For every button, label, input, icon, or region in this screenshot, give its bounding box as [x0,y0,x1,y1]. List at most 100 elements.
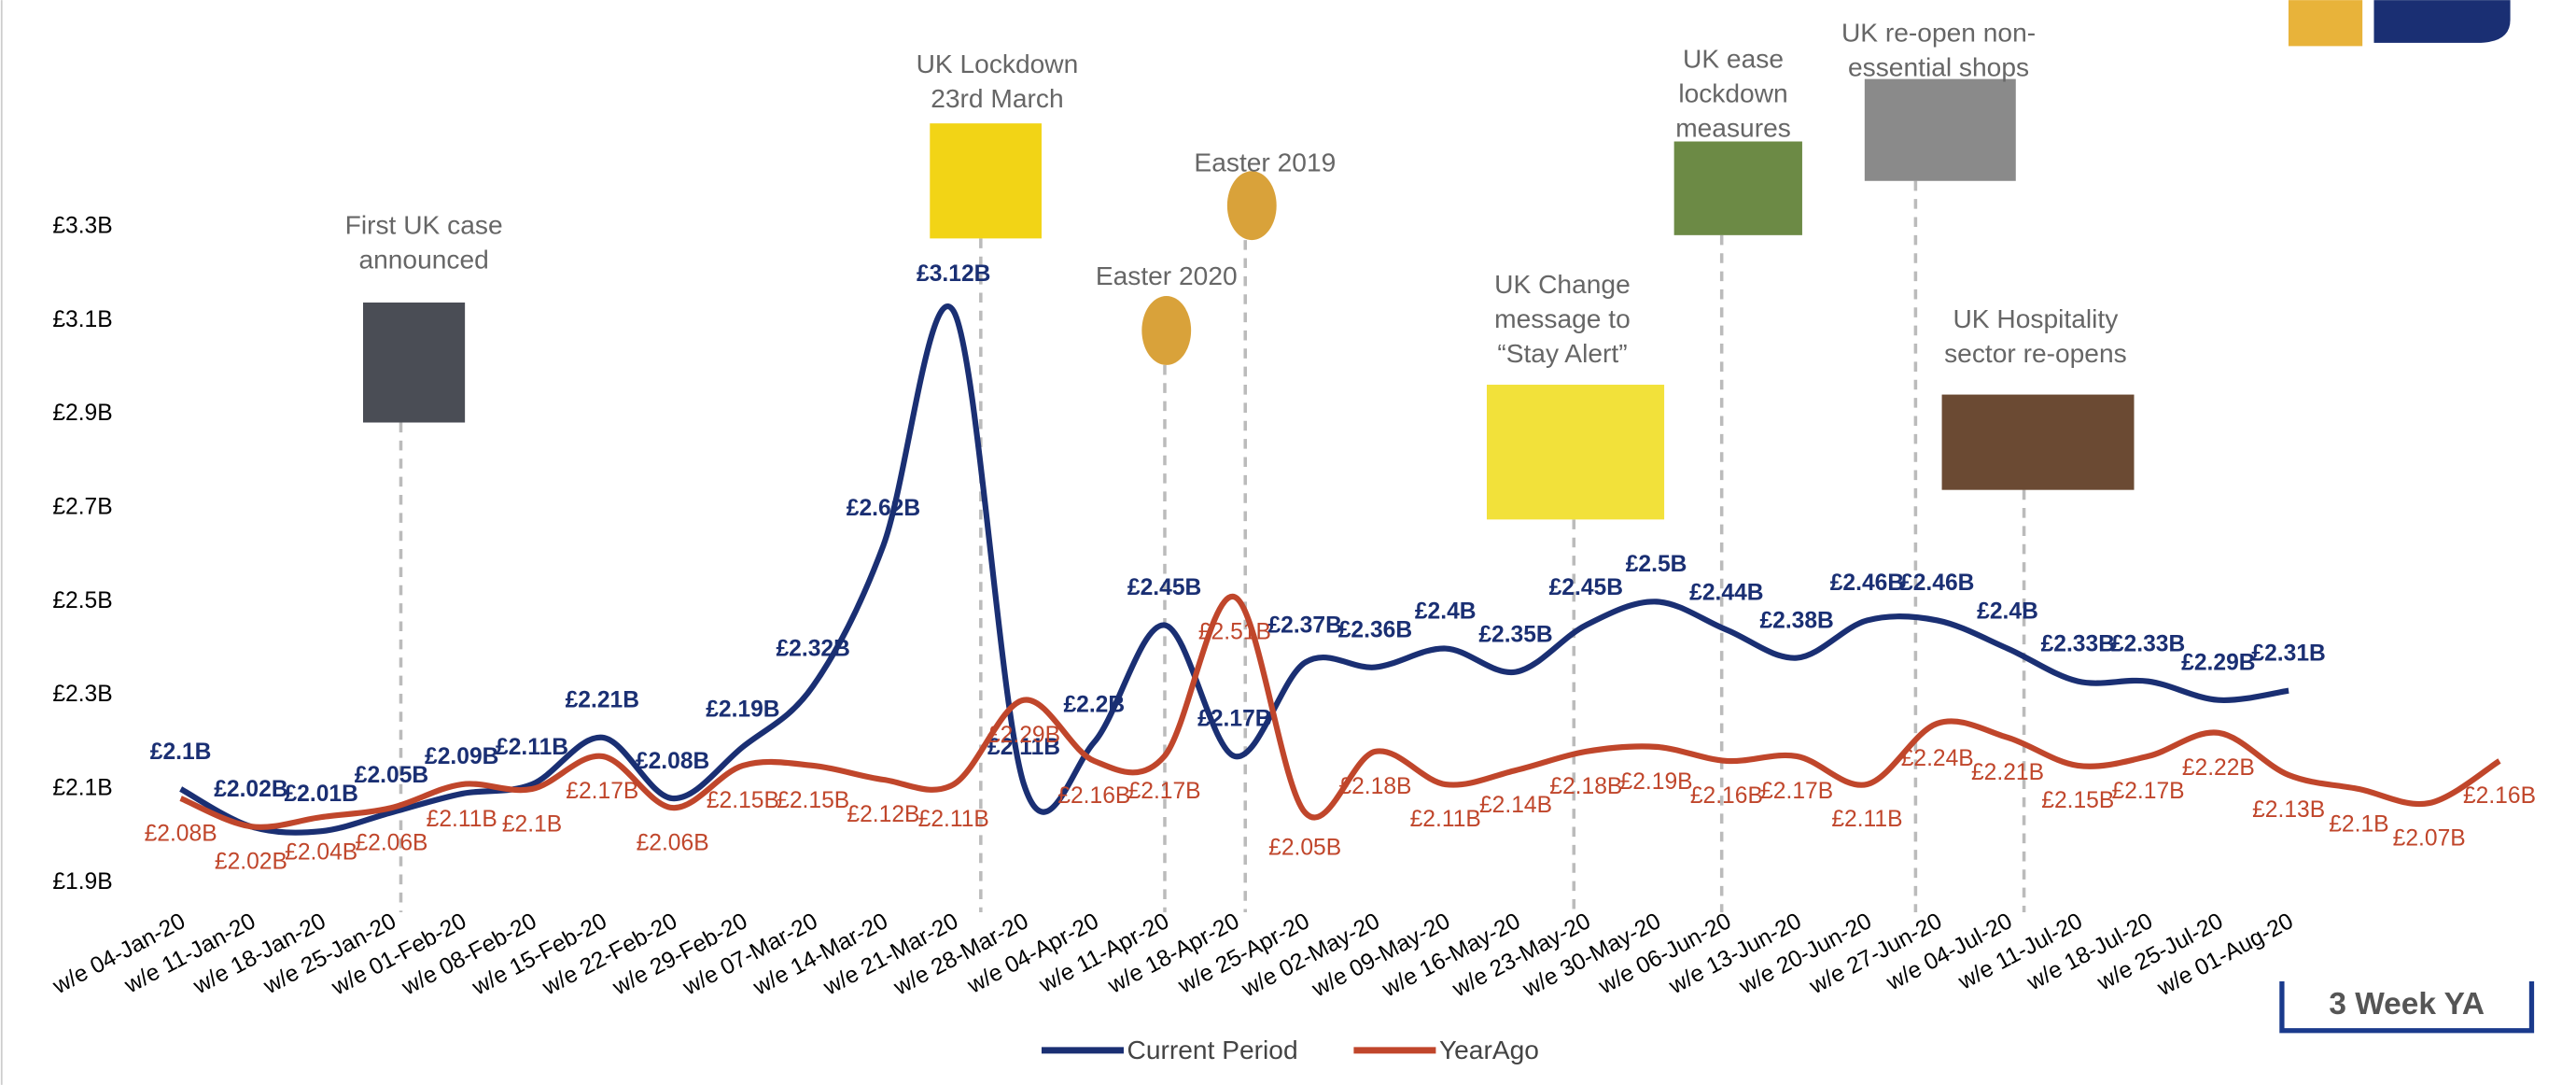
data-label: £2.11B [987,735,1060,760]
data-label: £2.33B [2041,631,2115,656]
badge: 3 Week YA [2329,987,2485,1022]
y-tick-label: £3.3B [52,214,112,239]
y-tick-label: £2.3B [52,682,112,707]
data-label: £2.35B [1478,622,1552,647]
data-label: £2.2B [1063,693,1125,718]
data-label: £2.17B [2112,779,2185,804]
data-label: £2.45B [1549,575,1623,600]
y-tick-label: £2.1B [52,776,112,801]
y-tick-label: £2.9B [52,401,112,426]
legend-label: Current Period [1127,1036,1298,1064]
data-label: £2.15B [2041,788,2114,813]
logo [2288,0,2363,47]
data-label: £2.62B [847,496,920,521]
data-label: £2.32B [776,636,849,661]
data-label: £2.11B [918,807,989,832]
data-label: £2.17B [1197,707,1271,732]
data-label: £2.36B [1338,617,1412,642]
data-label: £2.17B [1760,779,1833,804]
data-label: £2.16B [2463,783,2536,809]
annotation-image [1673,141,1802,235]
data-label: £2.06B [637,830,709,855]
data-label: £2.22B [2182,755,2255,781]
data-label: £2.12B [847,802,919,827]
annotation-text: First UK case [345,210,503,239]
annotation-text: message to [1494,304,1631,333]
annotation-image [1941,394,2135,490]
data-label: £2.46B [1830,571,1904,596]
annotation-image [930,123,1042,239]
data-label: £2.1B [502,811,562,837]
annotation-text: UK Change [1494,270,1631,299]
data-label: £2.06B [355,830,427,855]
data-label: £2.29B [2181,651,2255,676]
annotation-text: “Stay Alert” [1497,339,1627,368]
logo [2373,0,2511,43]
data-label: £2.15B [777,788,849,813]
data-label: £2.08B [145,821,217,846]
data-label: £2.02B [214,777,287,802]
y-tick-label: £2.7B [52,495,112,520]
data-label: £2.17B [566,779,638,804]
badge-frame [2279,980,2535,1034]
annotation-text: Easter 2020 [1096,261,1238,290]
annotation-image [1486,385,1665,520]
data-label: £2.1B [2329,811,2388,837]
annotation-text: 23rd March [931,84,1063,113]
annotation-text: UK Lockdown [917,49,1079,78]
annotation-image [1141,295,1192,365]
data-label: £2.01B [284,782,357,807]
data-label: £2.31B [2251,641,2325,666]
data-label: £2.19B [706,698,779,723]
annotation-text: announced [358,245,488,274]
data-label: £2.19B [1620,769,1693,795]
data-label: £2.02B [215,849,287,874]
data-label: £2.11B [1410,807,1481,832]
data-label: £2.18B [1549,774,1622,799]
annotation-text: UK ease [1683,45,1784,74]
data-label: £2.16B [1690,783,1763,809]
annotation-text: measures [1675,114,1791,143]
annotation-text: UK re-open non- [1841,19,2036,48]
data-label: £2.38B [1759,608,1833,633]
data-label: £2.51B [1198,620,1271,645]
data-label: £2.07B [2393,825,2466,851]
data-label: £2.21B [1971,760,2044,785]
annotation-text: Easter 2019 [1194,148,1336,177]
data-label: £2.14B [1479,793,1552,818]
data-label: £2.04B [285,839,357,865]
data-label: £2.17B [1128,779,1201,804]
data-label: £2.15B [707,788,779,813]
data-label: £2.4B [1415,599,1477,624]
annotation-image [1226,171,1277,241]
data-label: £2.11B [496,735,568,760]
annotation-text: essential shops [1848,52,2029,81]
data-label: £2.37B [1267,613,1341,638]
series-line [179,303,2289,836]
y-tick-label: £3.1B [52,307,112,332]
data-label: £2.11B [1831,807,1902,832]
data-label: £2.33B [2111,631,2185,656]
data-label: £2.08B [636,749,709,774]
data-label: £2.16B [1057,783,1130,809]
annotation-image [363,303,466,423]
data-label: £2.13B [2252,797,2325,823]
annotation-text: lockdown [1678,79,1787,108]
annotation-image [1864,78,2016,181]
data-label: £2.46B [1900,571,1974,596]
data-label: £2.18B [1338,774,1411,799]
data-label: £2.24B [1901,746,1974,771]
data-label: £2.09B [425,744,498,769]
annotation-text: sector re-opens [1944,339,2127,368]
annotation-text: UK Hospitality [1953,304,2119,333]
data-label: £3.12B [917,261,990,287]
data-label: £2.4B [1977,599,2038,624]
data-label: £2.05B [1268,835,1341,860]
data-label: £2.44B [1689,580,1763,605]
data-label: £2.1B [150,740,212,765]
data-label: £2.05B [355,763,428,788]
data-label: £2.29B [987,723,1060,748]
